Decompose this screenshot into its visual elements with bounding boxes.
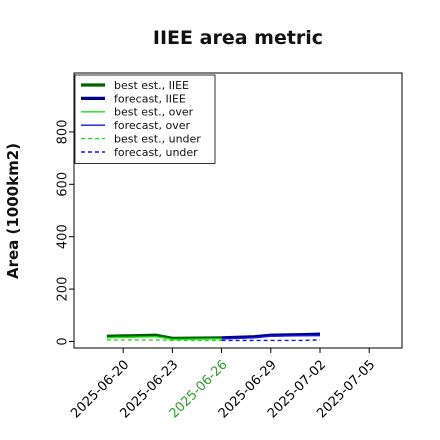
series-line-3 — [106, 336, 222, 341]
legend-box — [74, 74, 216, 164]
plot-frame — [73, 72, 403, 349]
series-line-6 — [221, 339, 321, 342]
legend-label: best est., IIEE — [114, 79, 189, 92]
legend-label: forecast, under — [114, 146, 198, 159]
y-tick-label: 600 — [56, 172, 71, 197]
y-axis-label: Area (1000km2) — [4, 143, 22, 279]
legend-label: best est., under — [114, 132, 201, 145]
series-line-4 — [221, 335, 320, 340]
y-tick-label: 400 — [56, 224, 71, 249]
series-line-5 — [106, 339, 222, 342]
y-tick-label: 800 — [56, 120, 71, 145]
series-line-2 — [221, 332, 321, 340]
series-line-1 — [106, 333, 222, 340]
legend-label: forecast, IIEE — [114, 92, 186, 105]
y-tick-label: 0 — [56, 337, 71, 345]
y-tick-label: 200 — [56, 277, 71, 302]
legend-label: forecast, over — [114, 119, 190, 132]
chart-title: IIEE area metric — [153, 27, 323, 49]
legend-label: best est., over — [114, 106, 194, 119]
